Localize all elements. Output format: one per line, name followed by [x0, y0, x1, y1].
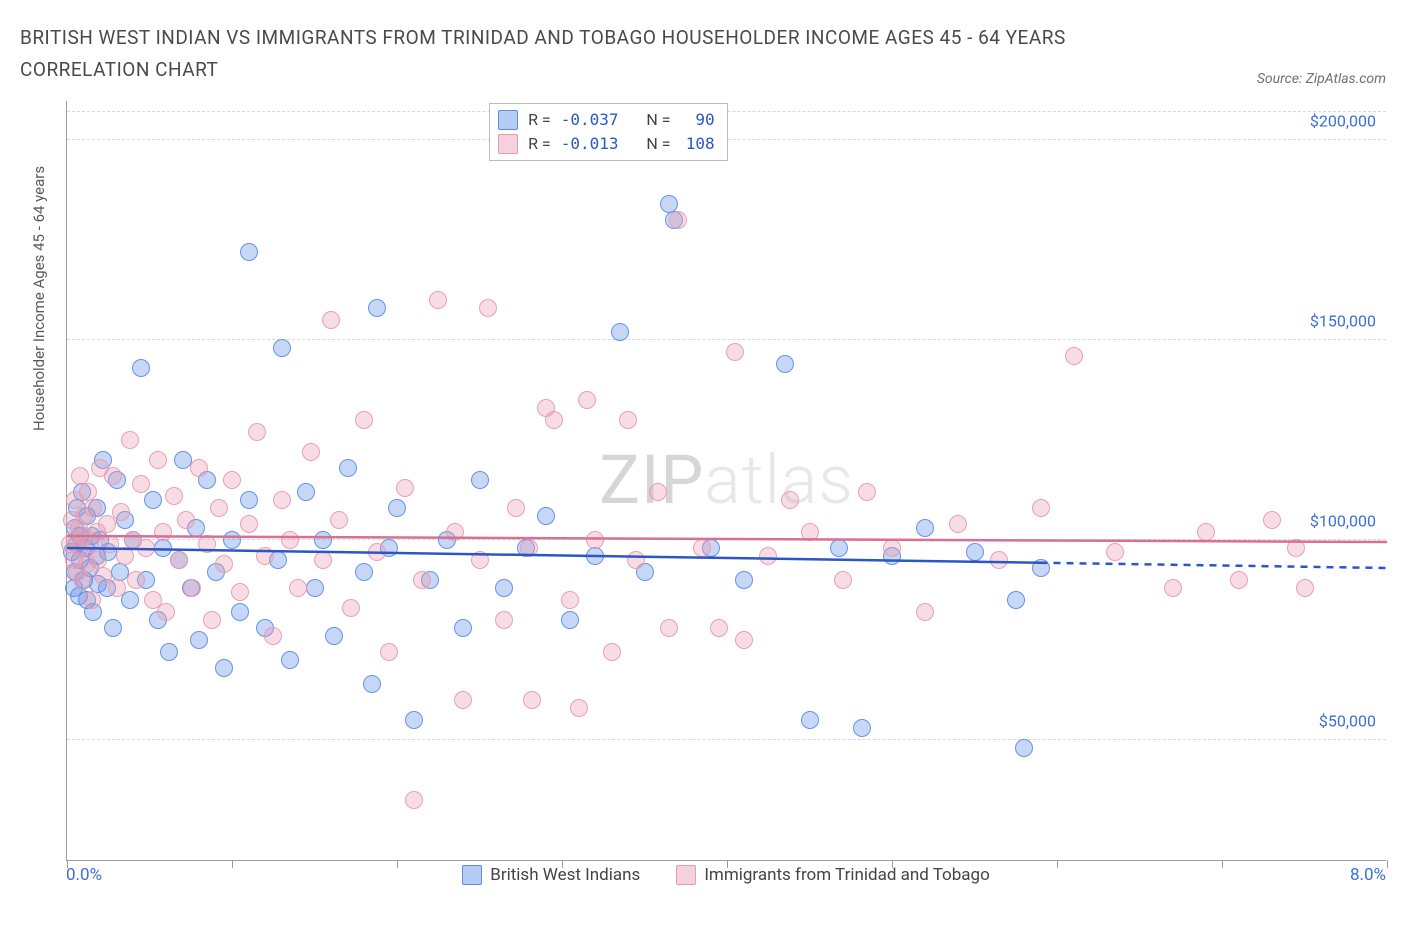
legend-swatch-bwi	[462, 865, 482, 885]
x-tick	[232, 860, 233, 868]
stat-n-val-tt: 108	[681, 132, 715, 156]
legend-label-bwi: British West Indians	[490, 865, 640, 885]
x-tick	[397, 860, 398, 868]
legend-swatch-tt	[676, 865, 696, 885]
stats-box: R = -0.037 N = 90 R = -0.013 N = 108	[489, 103, 728, 161]
y-axis-label: Householder Income Ages 45 - 64 years	[30, 166, 48, 431]
legend-swatch-bwi	[498, 110, 518, 130]
stats-row-bwi: R = -0.037 N = 90	[498, 108, 715, 132]
x-tick-label-max: 8.0%	[1350, 865, 1386, 885]
stat-n-val-bwi: 90	[681, 108, 715, 132]
x-tick	[1222, 860, 1223, 868]
chart-title: BRITISH WEST INDIAN VS IMMIGRANTS FROM T…	[20, 22, 1170, 87]
correlation-chart: Householder Income Ages 45 - 64 years $5…	[40, 101, 1386, 861]
x-tick	[1057, 860, 1058, 868]
stat-r-val-bwi: -0.037	[561, 108, 619, 132]
stat-n-key: N =	[646, 132, 670, 156]
x-tick	[1387, 860, 1388, 868]
legend-swatch-tt	[498, 134, 518, 154]
legend-item-bwi: British West Indians	[462, 865, 640, 885]
trendline-tt	[67, 100, 1387, 860]
legend-item-tt: Immigrants from Trinidad and Tobago	[676, 865, 989, 885]
x-tick	[67, 860, 68, 868]
stats-row-tt: R = -0.013 N = 108	[498, 132, 715, 156]
legend-label-tt: Immigrants from Trinidad and Tobago	[704, 865, 989, 885]
stat-r-key: R =	[528, 108, 551, 132]
stat-n-key: N =	[646, 108, 670, 132]
x-tick	[892, 860, 893, 868]
x-tick-label-min: 0.0%	[66, 865, 102, 885]
stat-r-key: R =	[528, 132, 551, 156]
source-label: Source: ZipAtlas.com	[1257, 71, 1386, 87]
bottom-legend: 0.0% British West Indians Immigrants from …	[66, 861, 1386, 885]
x-tick	[727, 860, 728, 868]
stat-r-val-tt: -0.013	[561, 132, 619, 156]
x-tick	[562, 860, 563, 868]
